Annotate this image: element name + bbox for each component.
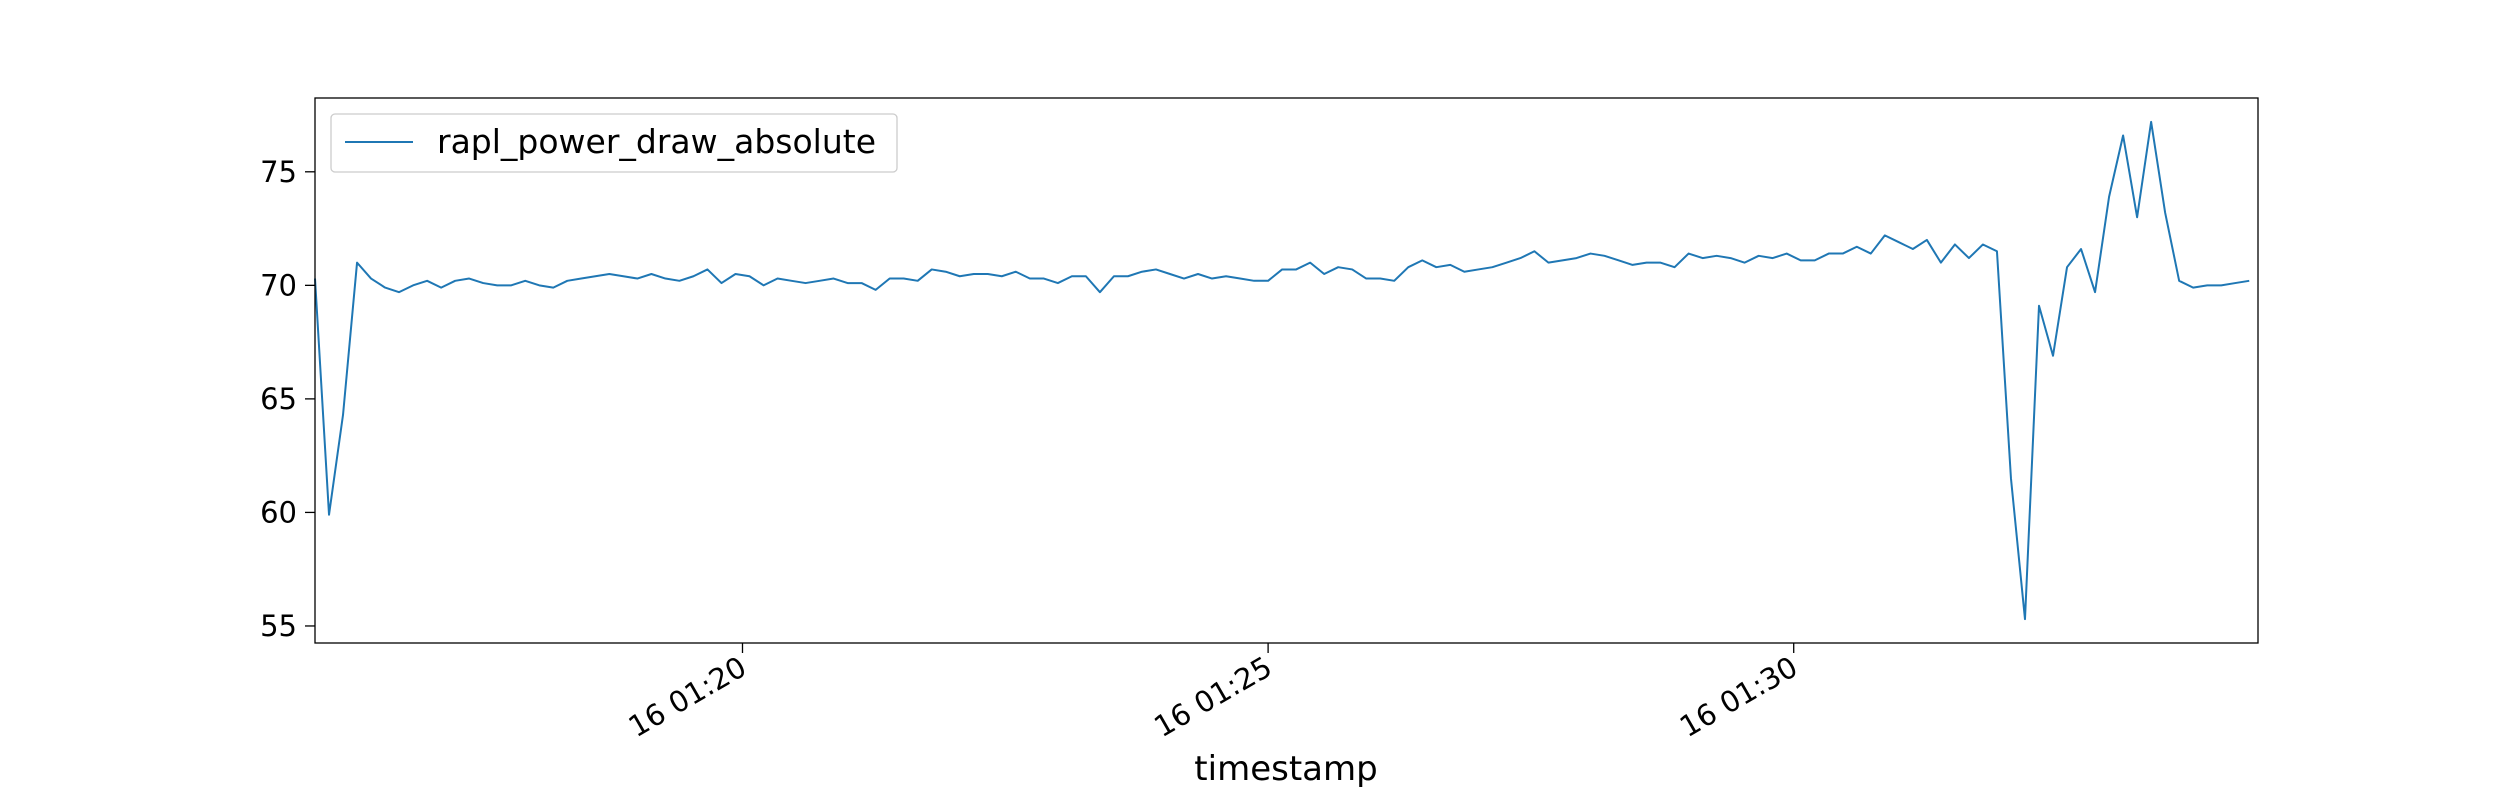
- y-tick-label: 65: [260, 382, 297, 416]
- x-tick-label: 16 01:20: [623, 650, 752, 744]
- x-axis: 16 01:20 16 01:25 16 01:30: [623, 643, 1803, 744]
- x-axis-label: timestamp: [1194, 749, 1377, 789]
- y-tick-label: 70: [260, 268, 297, 302]
- y-tick-label: 60: [260, 495, 297, 529]
- x-tick-label: 16 01:30: [1674, 650, 1803, 744]
- x-tick-label: 16 01:25: [1148, 650, 1277, 744]
- y-tick-label: 75: [260, 155, 297, 189]
- legend: rapl_power_draw_absolute: [330, 113, 898, 173]
- legend-label: rapl_power_draw_absolute: [437, 122, 876, 161]
- plot-frame: [314, 97, 2259, 644]
- series-line: [314, 120, 2250, 621]
- y-tick-label: 55: [260, 609, 297, 643]
- series-layer: [314, 120, 2250, 621]
- legend-box: [330, 113, 898, 173]
- y-axis: 55 60 65 70 75: [260, 155, 315, 643]
